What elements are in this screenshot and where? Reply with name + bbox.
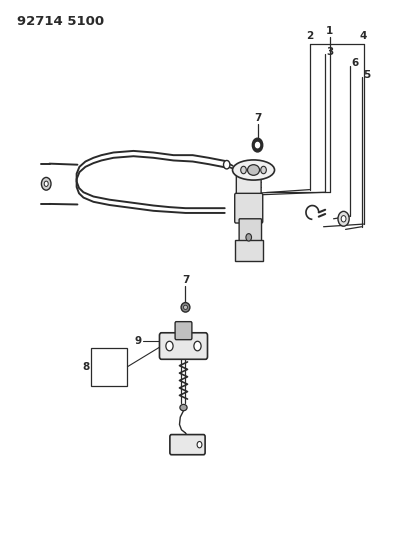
Circle shape [338, 212, 349, 226]
Text: 92714 5100: 92714 5100 [17, 14, 104, 28]
Circle shape [241, 166, 246, 174]
Ellipse shape [183, 305, 187, 310]
Ellipse shape [247, 165, 260, 175]
Text: 7: 7 [182, 275, 189, 285]
Bar [91, 348, 127, 386]
Circle shape [261, 166, 266, 174]
FancyBboxPatch shape [175, 321, 192, 340]
Text: 8: 8 [82, 362, 89, 372]
Ellipse shape [181, 303, 190, 312]
Circle shape [341, 216, 346, 222]
Text: 1: 1 [326, 26, 333, 36]
FancyBboxPatch shape [160, 333, 208, 359]
Circle shape [44, 181, 48, 187]
Circle shape [166, 341, 173, 351]
FancyBboxPatch shape [170, 434, 205, 455]
Text: 5: 5 [364, 70, 371, 79]
Bar [235, 240, 263, 261]
Text: 2: 2 [306, 31, 313, 41]
Text: 7: 7 [254, 114, 261, 123]
Circle shape [246, 233, 251, 241]
Circle shape [252, 138, 263, 152]
Ellipse shape [233, 160, 274, 180]
Circle shape [224, 160, 230, 169]
Text: 9: 9 [134, 336, 141, 346]
FancyBboxPatch shape [239, 219, 262, 241]
FancyBboxPatch shape [236, 171, 261, 199]
Circle shape [194, 341, 201, 351]
Text: 3: 3 [326, 47, 334, 56]
Ellipse shape [180, 405, 187, 411]
Circle shape [42, 177, 51, 190]
Circle shape [197, 441, 202, 448]
FancyBboxPatch shape [235, 193, 263, 223]
Text: 4: 4 [360, 31, 367, 41]
Text: 6: 6 [351, 59, 359, 68]
Circle shape [256, 142, 260, 148]
